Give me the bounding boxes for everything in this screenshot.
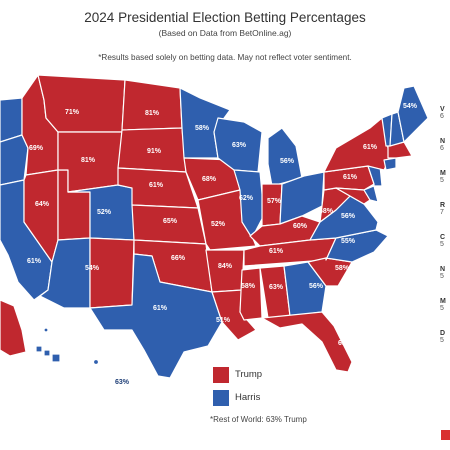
side-item-value: 6 <box>440 113 444 120</box>
state-label-mo: 52% <box>211 221 226 228</box>
state-label-id: 69% <box>29 145 44 152</box>
side-item-value: 5 <box>440 273 444 280</box>
side-item-abbr: M <box>440 298 446 305</box>
state-label-in: 57% <box>267 198 282 205</box>
state-az[interactable] <box>39 237 91 309</box>
hi-dot <box>92 358 100 366</box>
legend: Trump Harris <box>213 365 262 411</box>
state-fl[interactable] <box>261 311 353 373</box>
side-item-abbr: C <box>440 234 446 241</box>
side-item-value: 7 <box>440 209 444 216</box>
state-ms[interactable] <box>239 267 263 321</box>
state-label-fl: 61% <box>338 340 353 347</box>
state-label-al: 63% <box>269 284 284 291</box>
state-label-ny: 61% <box>363 144 378 151</box>
state-wa[interactable] <box>0 97 23 143</box>
state-label-az: 61% <box>27 258 42 265</box>
state-mi[interactable] <box>267 127 303 187</box>
state-label-va: 56% <box>341 213 356 220</box>
state-or[interactable] <box>0 134 29 186</box>
side-item-abbr: R <box>440 202 446 209</box>
state-md[interactable] <box>335 187 371 205</box>
state-label-pa: 61% <box>343 174 358 181</box>
state-label-wi: 63% <box>232 142 247 149</box>
state-label-me: 54% <box>403 103 418 110</box>
state-sc[interactable] <box>307 257 353 287</box>
side-item-abbr: N <box>440 266 446 273</box>
state-label-tx: 61% <box>153 305 168 312</box>
state-nm[interactable] <box>89 237 135 309</box>
side-item-abbr: N <box>440 138 446 145</box>
side-item-abbr: D <box>440 330 446 337</box>
state-label-ar: 84% <box>218 263 233 270</box>
state-de[interactable] <box>363 185 379 203</box>
state-label-ms: 58% <box>241 283 256 290</box>
legend-swatch-trump <box>213 366 229 383</box>
state-mt[interactable] <box>37 74 126 133</box>
side-item-value: 6 <box>440 145 444 152</box>
state-ny[interactable] <box>323 117 391 173</box>
state-hi[interactable] <box>35 345 61 363</box>
state-label-hi: 63% <box>115 379 130 386</box>
state-nd[interactable] <box>121 79 183 131</box>
side-item-value: 5 <box>440 305 444 312</box>
state-label-ne: 61% <box>149 182 164 189</box>
state-label-mt: 71% <box>65 109 80 116</box>
state-label-ky: 60% <box>293 223 308 230</box>
state-label-wy: 81% <box>81 157 96 164</box>
side-item-abbr: V <box>440 106 445 113</box>
state-label-mn: 58% <box>195 125 210 132</box>
map-subtitle: (Based on Data from BetOnline.ag) <box>158 28 292 38</box>
state-label-ia: 68% <box>202 176 217 183</box>
state-label-sc: 58% <box>335 265 350 272</box>
side-item-value: 5 <box>440 241 444 248</box>
hi-dot <box>43 327 49 333</box>
state-label-ga: 56% <box>309 283 324 290</box>
state-ga[interactable] <box>283 261 327 317</box>
state-label-ok: 66% <box>171 255 186 262</box>
legend-label-trump: Trump <box>235 369 263 380</box>
state-ar[interactable] <box>205 249 245 293</box>
legend-item-harris: Harris <box>213 388 262 407</box>
legend-item-trump: Trump <box>213 365 262 384</box>
side-item-value: 5 <box>440 337 444 344</box>
state-label-sd: 91% <box>147 148 162 155</box>
state-label-ks: 65% <box>163 218 178 225</box>
disclaimer-note: *Results based solely on betting data. M… <box>98 53 352 62</box>
state-label-nd: 81% <box>145 110 160 117</box>
state-ct[interactable] <box>383 157 397 171</box>
state-in[interactable] <box>261 183 283 227</box>
state-me[interactable] <box>397 85 429 143</box>
side-item-value: 5 <box>440 177 444 184</box>
state-label-mi: 56% <box>280 158 295 165</box>
map-title: 2024 Presidential Election Betting Perce… <box>84 10 366 25</box>
state-label-la: 51% <box>216 317 231 324</box>
side-item-abbr: M <box>440 170 446 177</box>
state-label-il: 62% <box>239 195 254 202</box>
state-label-nm: 54% <box>85 265 100 272</box>
state-label-nc: 55% <box>341 238 356 245</box>
brand-logo <box>441 430 450 440</box>
state-label-nv: 64% <box>35 201 50 208</box>
state-label-tn: 61% <box>269 248 284 255</box>
state-ak[interactable] <box>0 299 27 357</box>
state-tx[interactable] <box>89 253 223 379</box>
state-label-co: 52% <box>97 209 112 216</box>
state-label-wv: 68% <box>319 208 334 215</box>
rest-of-world-note: *Rest of World: 63% Trump <box>210 415 307 424</box>
legend-label-harris: Harris <box>235 392 261 403</box>
legend-swatch-harris <box>213 389 229 406</box>
